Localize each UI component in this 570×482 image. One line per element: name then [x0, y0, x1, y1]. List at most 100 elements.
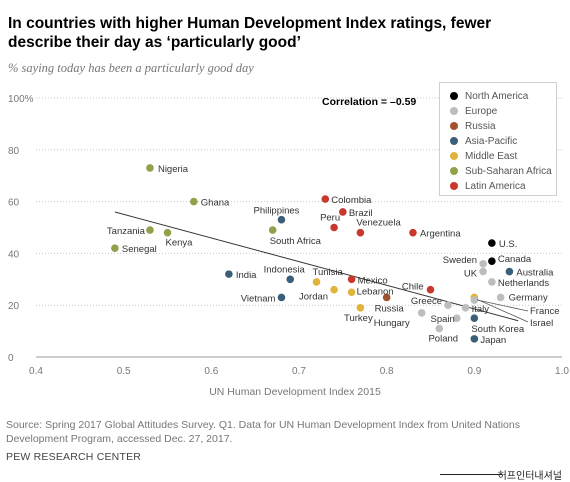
point-label: Poland — [428, 334, 458, 345]
data-point — [444, 301, 452, 310]
point-label: Chile — [402, 282, 424, 293]
data-point — [488, 239, 496, 247]
point-label: Spain — [430, 314, 454, 325]
x-tick-label: 0.5 — [117, 366, 131, 377]
point-label: Turkey — [344, 313, 373, 324]
data-point — [146, 164, 154, 172]
point-label: Ghana — [201, 198, 230, 209]
point-label: Kenya — [166, 238, 194, 249]
legend-swatch — [450, 152, 458, 160]
point-label: Israel — [530, 318, 553, 329]
org-credit: PEW RESEARCH CENTER — [6, 451, 142, 463]
point-label: Colombia — [331, 195, 372, 206]
point-label: Lebanon — [357, 286, 394, 297]
point-label: Greece — [411, 296, 442, 307]
chart-title: In countries with higher Human Developme… — [8, 15, 492, 51]
x-tick-label: 0.9 — [467, 366, 481, 377]
point-label: Philippines — [253, 206, 299, 217]
data-point — [426, 285, 435, 294]
point-label: Mexico — [358, 275, 388, 286]
data-point — [496, 293, 505, 302]
data-point — [163, 228, 172, 237]
point-label: Indonesia — [264, 264, 306, 275]
leader-line — [477, 299, 529, 312]
legend-label: Europe — [465, 105, 498, 117]
data-point — [417, 309, 426, 317]
data-point — [330, 285, 338, 294]
point-label: Brazil — [349, 208, 373, 219]
chart-subtitle: % saying today has been a particularly g… — [8, 61, 254, 75]
data-point — [286, 275, 295, 284]
legend-label: Asia-Pacific — [465, 135, 518, 147]
data-point — [470, 296, 479, 304]
legend-swatch — [450, 137, 458, 145]
point-label: France — [530, 306, 560, 317]
point-label: Russia — [375, 303, 405, 314]
data-point — [470, 335, 479, 343]
data-point — [339, 208, 347, 216]
data-point — [479, 259, 487, 268]
source-note: Source: Spring 2017 Global Attitudes Sur… — [6, 419, 520, 445]
legend-swatch — [450, 167, 458, 175]
data-point — [409, 228, 417, 237]
data-point — [479, 267, 487, 276]
legend: North America Europe Russia Asia-Pacific Mid… — [439, 82, 557, 196]
correlation-annotation: Correlation = –0.59 — [322, 96, 416, 108]
data-point — [435, 324, 444, 333]
leader-line — [477, 299, 529, 323]
point-label: Argentina — [420, 229, 461, 240]
x-axis-title: UN Human Development Index 2015 — [209, 386, 381, 398]
legend-label: Russia — [465, 120, 496, 132]
legend-item: Europe — [450, 104, 497, 118]
legend-swatch — [450, 182, 458, 190]
data-point — [453, 314, 461, 322]
legend-item: North America — [450, 89, 528, 103]
data-point — [505, 267, 514, 276]
x-tick-label: 0.4 — [29, 366, 43, 377]
data-point — [488, 278, 496, 286]
data-point — [382, 293, 391, 302]
trend-line — [114, 211, 519, 322]
point-label: Tanzania — [107, 226, 146, 237]
data-point — [461, 303, 470, 312]
y-tick-label: 20 — [8, 301, 20, 312]
y-tick-label: 0 — [8, 353, 14, 364]
point-label: Nigeria — [158, 164, 189, 175]
legend-item: Asia-Pacific — [450, 134, 517, 148]
legend-item: Russia — [450, 119, 496, 133]
data-point — [356, 228, 365, 237]
data-point — [356, 303, 365, 312]
point-label: South Africa — [270, 236, 322, 247]
data-point — [277, 215, 286, 224]
point-label: Italy — [472, 304, 490, 315]
point-label: Peru — [320, 213, 340, 224]
x-tick-label: 0.7 — [292, 366, 306, 377]
point-label: Australia — [516, 268, 554, 279]
point-label: Venezuela — [356, 218, 401, 229]
legend-item: Sub-Saharan Africa — [450, 164, 552, 178]
data-point — [111, 244, 119, 253]
point-label: Japan — [480, 335, 506, 346]
y-tick-label: 60 — [8, 198, 20, 209]
x-tick-label: 1.0 — [555, 366, 569, 377]
data-point — [277, 293, 286, 302]
data-point — [312, 278, 321, 286]
y-tick-label: 100% — [8, 94, 34, 105]
point-label: India — [236, 270, 257, 281]
data-point — [347, 288, 356, 297]
legend-label: Middle East — [465, 150, 518, 162]
point-label: Canada — [498, 254, 532, 265]
data-point — [330, 223, 338, 232]
data-point — [225, 270, 233, 278]
legend-swatch — [450, 92, 458, 100]
point-label: Jordan — [299, 292, 328, 303]
point-label: Tunisia — [313, 267, 344, 278]
data-point — [146, 226, 154, 234]
point-label: Sweden — [443, 255, 477, 266]
y-tick-label: 40 — [8, 249, 20, 260]
y-tick-label: 80 — [8, 146, 20, 157]
legend-item: Latin America — [450, 179, 526, 193]
watermark: 허프인터내셔널 — [497, 471, 562, 482]
point-label: U.S. — [499, 239, 517, 250]
